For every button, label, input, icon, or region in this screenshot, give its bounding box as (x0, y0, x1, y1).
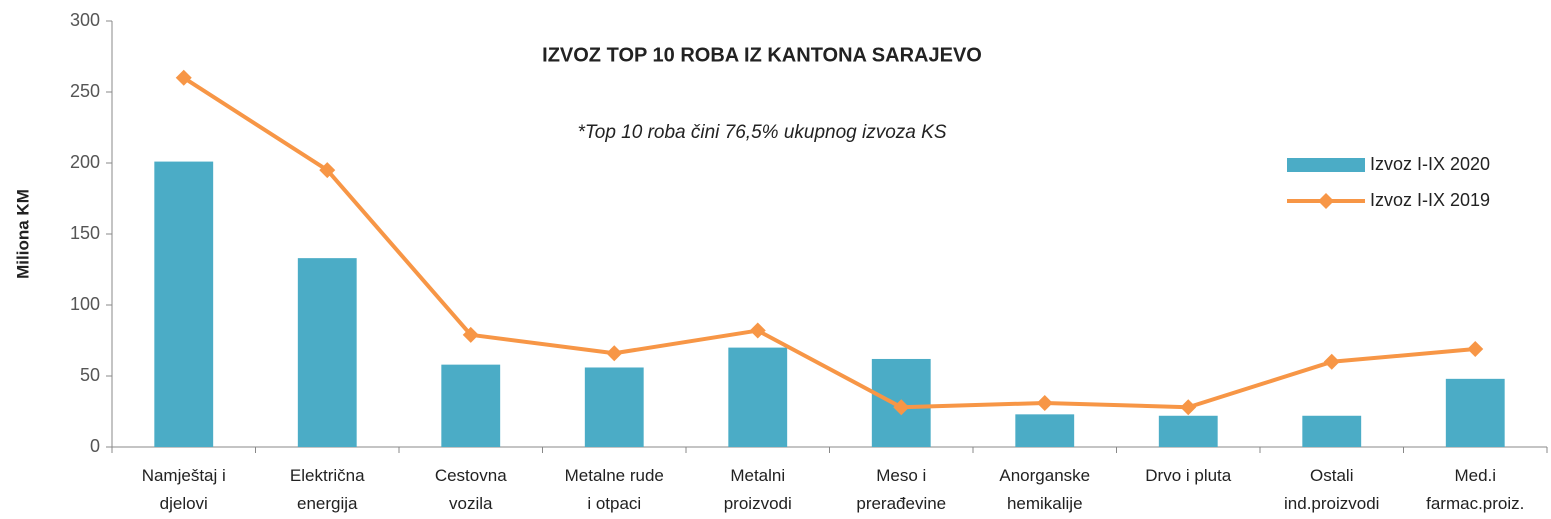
bar (154, 161, 214, 447)
legend-swatch (1287, 158, 1365, 172)
line-marker (1323, 353, 1340, 370)
x-tick-label: Med.i farmac.proiz. (1426, 466, 1524, 513)
line-marker (1467, 341, 1484, 358)
bar (441, 364, 501, 447)
bar (1158, 415, 1218, 447)
bar (584, 367, 644, 447)
y-tick-label: 0 (90, 436, 100, 456)
bar (1445, 378, 1505, 447)
chart-title: IZVOZ TOP 10 ROBA IZ KANTONA SARAJEVO (542, 44, 982, 66)
line-marker (893, 399, 910, 416)
legend-label: Izvoz I-IX 2019 (1370, 190, 1490, 210)
legend-label: Izvoz I-IX 2020 (1370, 154, 1490, 174)
line-marker (319, 162, 336, 179)
y-tick-label: 100 (70, 294, 100, 314)
y-axis-label: Miliona KM (13, 189, 32, 279)
line (182, 76, 1476, 410)
legend-marker (1318, 193, 1334, 209)
line-marker (749, 322, 766, 339)
x-tick-label: Drvo i pluta (1145, 466, 1232, 485)
bar (728, 347, 788, 447)
bar (297, 258, 357, 447)
x-tick-label: Električna energija (290, 466, 365, 513)
line-marker (1036, 394, 1053, 411)
x-tick-label: Anorganske hemikalije (999, 466, 1090, 513)
bar (1302, 415, 1362, 447)
annotation: *Top 10 roba čini 76,5% ukupnog izvoza K… (578, 122, 947, 143)
x-tick-label: Metalne rude i otpaci (565, 466, 664, 513)
y-tick-label: 150 (70, 223, 100, 243)
x-tick-label: Cestovna vozila (435, 466, 507, 513)
line-marker (606, 345, 623, 362)
x-tick-label: Namještaj i djelovi (142, 466, 226, 513)
bar (1015, 414, 1075, 447)
line-marker (462, 326, 479, 343)
x-tick-label: Ostali ind.proizvodi (1284, 466, 1379, 513)
x-tick-label: Metalni proizvodi (724, 466, 792, 513)
line-marker (175, 69, 192, 86)
y-tick-label: 250 (70, 81, 100, 101)
y-tick-label: 200 (70, 152, 100, 172)
x-tick-label: Meso i prerađevine (856, 466, 946, 513)
y-tick-label: 300 (70, 10, 100, 30)
y-tick-label: 50 (80, 365, 100, 385)
line-marker (1180, 399, 1197, 416)
